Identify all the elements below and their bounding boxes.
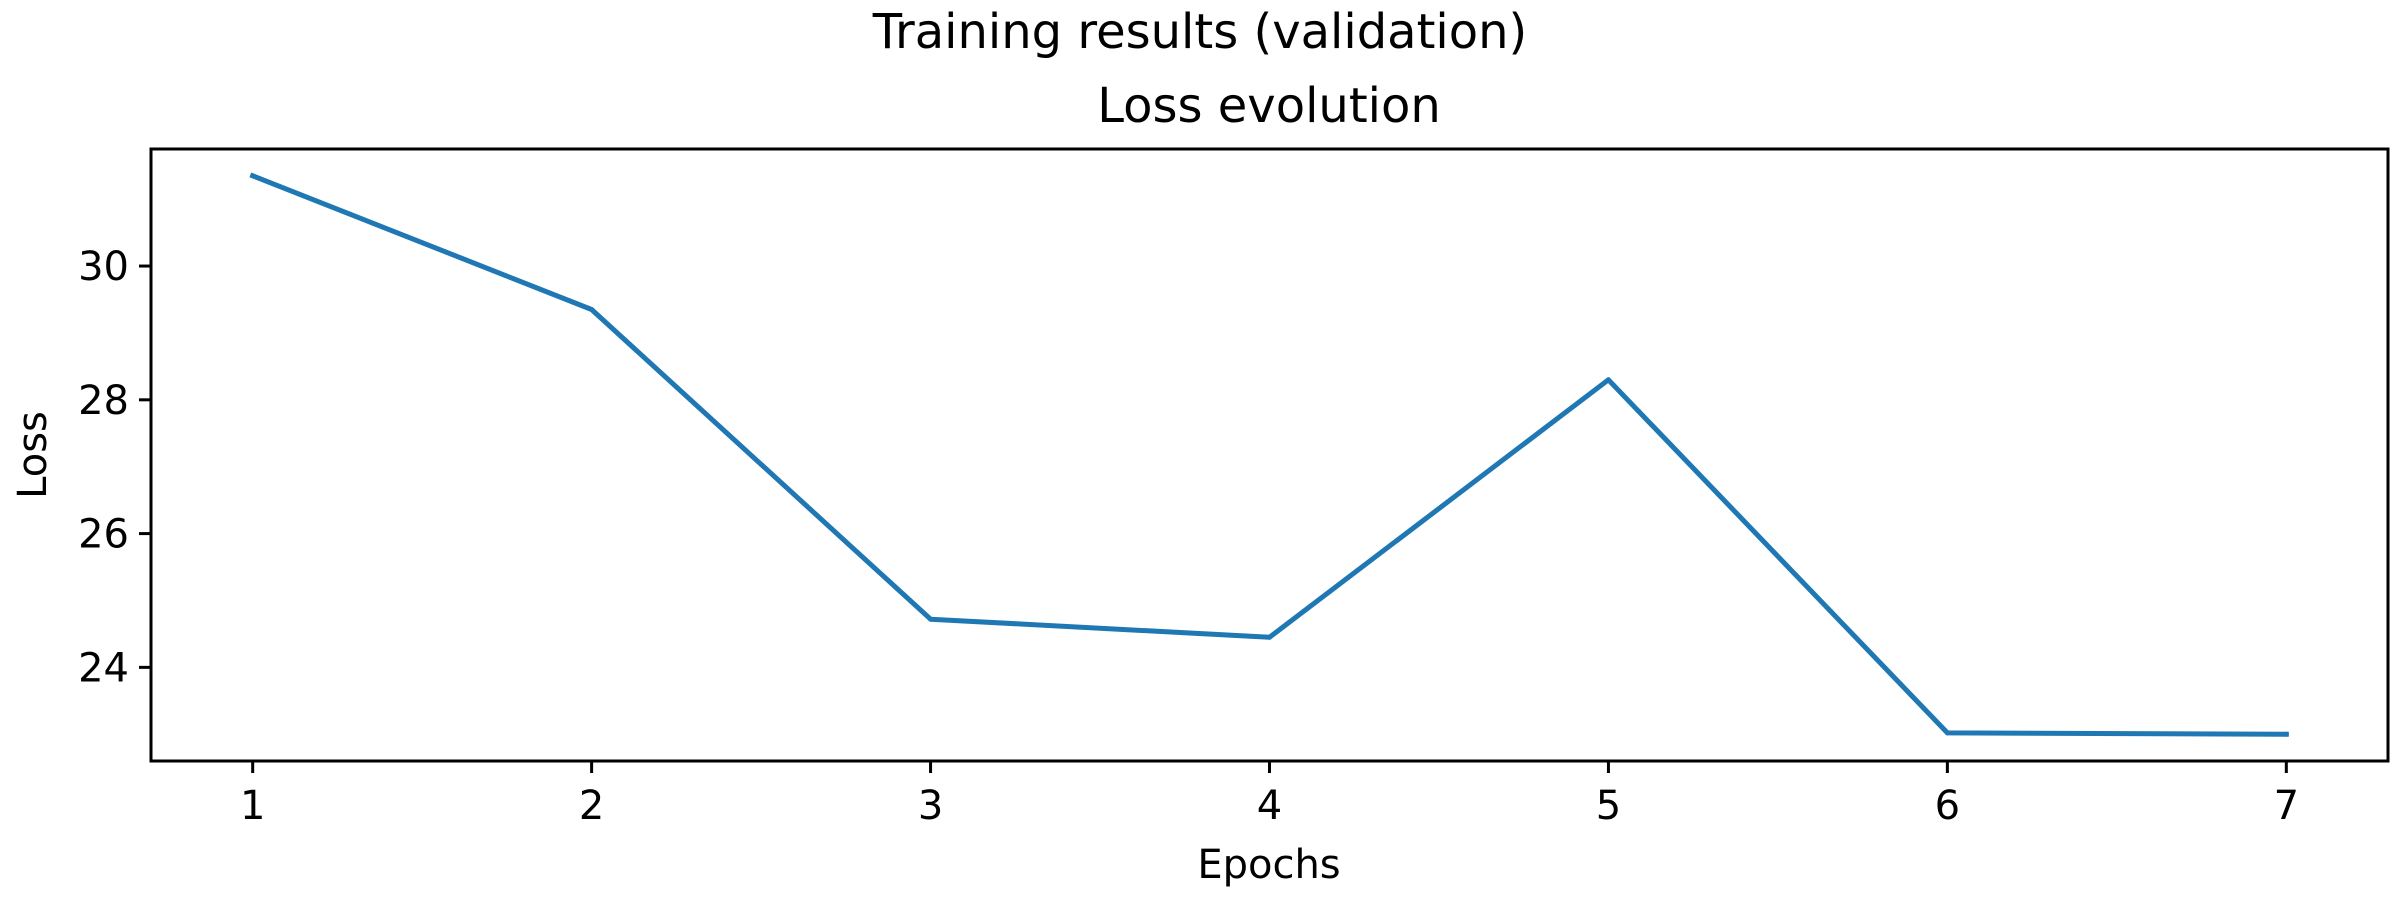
x-tick-label: 1 <box>240 783 265 829</box>
x-tick-label: 5 <box>1596 783 1621 829</box>
loss-data-point <box>250 173 256 179</box>
loss-data-point <box>589 307 595 313</box>
y-tick-label: 30 <box>78 244 129 290</box>
y-tick-label: 26 <box>78 512 129 558</box>
x-axis-label: Epochs <box>1197 842 1340 888</box>
figure-suptitle: Training results (validation) <box>872 4 1528 60</box>
y-tick-label: 28 <box>78 378 129 424</box>
x-tick-label: 6 <box>1935 783 1960 829</box>
y-tick-label: 24 <box>78 645 129 691</box>
x-tick-label: 7 <box>2274 783 2299 829</box>
loss-data-point <box>928 616 934 622</box>
loss-data-point <box>1267 634 1272 640</box>
loss-series-line <box>249 172 2289 737</box>
series-layer <box>249 172 2289 737</box>
loss-data-point <box>1605 377 1611 383</box>
loss-data-point <box>1944 730 1950 736</box>
x-tick-label: 4 <box>1257 783 1282 829</box>
x-tick-label: 3 <box>918 783 943 829</box>
y-axis-label: Loss <box>10 411 56 499</box>
chart-title: Loss evolution <box>1097 78 1441 134</box>
y-axis-ticks: 24 26 28 30 <box>78 244 151 691</box>
loss-data-point <box>2283 731 2289 737</box>
x-tick-label: 2 <box>579 783 604 829</box>
plot-area-frame <box>149 147 2390 763</box>
x-axis-ticks: 1 2 3 4 5 6 7 <box>240 761 2299 829</box>
